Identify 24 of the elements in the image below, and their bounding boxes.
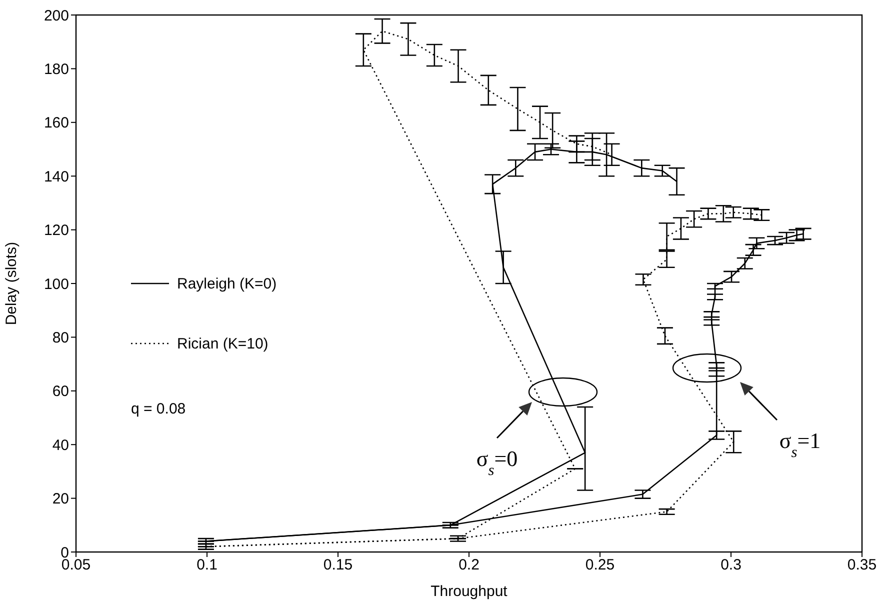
y-tick-label: 140 [44, 168, 69, 186]
legend-label: Rician (K=10) [177, 336, 268, 352]
y-tick-label: 120 [44, 222, 69, 240]
legend-label: Rayleigh (K=0) [177, 276, 277, 292]
y-tick-label: 60 [52, 383, 69, 400]
annotation: σ$_{s}$=1 [779, 428, 821, 460]
x-tick-label: 0.15 [323, 556, 353, 574]
y-tick-label: 100 [44, 276, 69, 293]
y-tick-label: 200 [44, 7, 69, 24]
y-tick-label: 20 [52, 490, 69, 508]
y-tick-label: 160 [44, 114, 69, 132]
x-tick-label: 0.2 [458, 556, 480, 574]
annotation: q = 0.08 [131, 400, 186, 418]
x-tick-label: 0.1 [196, 556, 218, 574]
y-tick-label: 80 [52, 330, 69, 347]
y-axis-title: Delay (slots) [3, 242, 20, 326]
x-axis-title: Throughput [430, 583, 508, 600]
x-tick-label: 0.35 [847, 556, 877, 574]
y-tick-label: 180 [44, 61, 69, 78]
x-tick-label: 0.3 [720, 556, 742, 574]
x-tick-label: 0.05 [61, 556, 91, 574]
annotation: σ$_{s}$=0 [476, 446, 518, 478]
y-tick-label: 40 [52, 436, 69, 454]
x-tick-label: 0.25 [585, 556, 615, 574]
